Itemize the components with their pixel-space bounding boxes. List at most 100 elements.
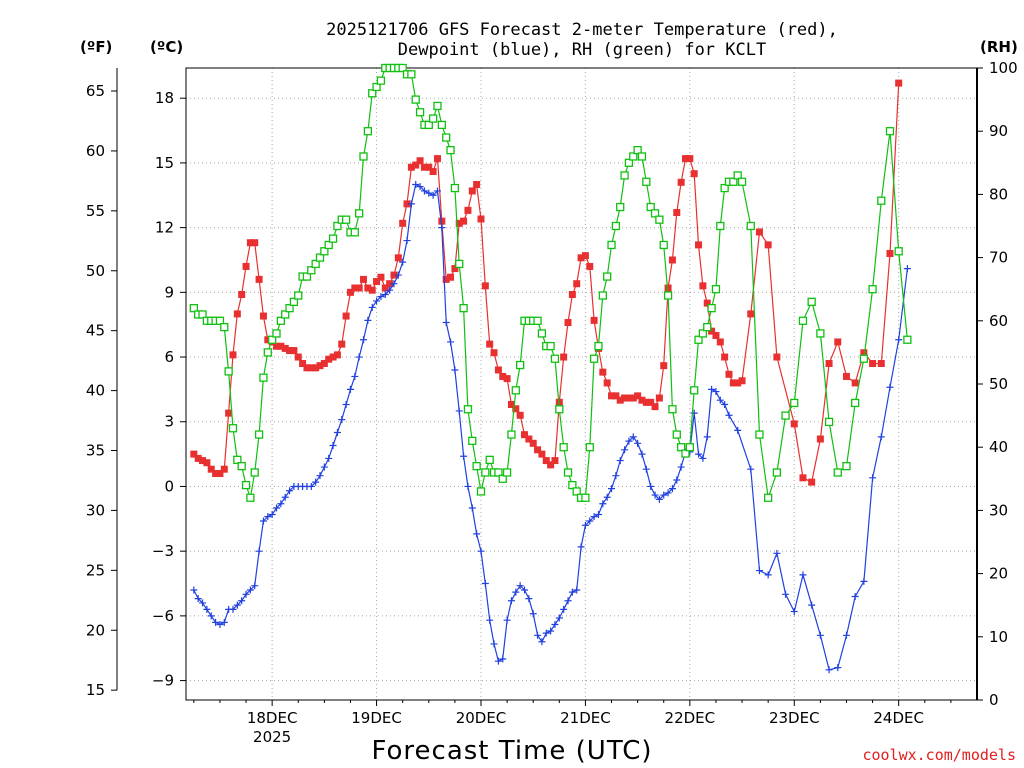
- rh-point: [629, 152, 638, 161]
- dewpoint-point: [316, 472, 324, 480]
- temperature-point: [560, 353, 568, 361]
- dewpoint-point: [420, 187, 428, 195]
- temperature-point: [416, 157, 424, 165]
- dewpoint-point: [464, 482, 472, 490]
- dewpoint-point: [612, 472, 620, 480]
- dewpoint-point: [233, 601, 241, 609]
- temperature-point: [364, 284, 372, 292]
- temperature-point: [734, 379, 742, 387]
- rh-point: [215, 316, 225, 325]
- temperature-point: [381, 284, 389, 292]
- rh-point: [559, 443, 568, 452]
- dewpoint-point: [534, 631, 542, 639]
- dewpoint-point: [433, 187, 441, 195]
- rh-point: [341, 215, 351, 224]
- rh-point: [816, 329, 825, 338]
- dewpoint-point: [338, 416, 346, 424]
- temperature-point: [773, 353, 781, 361]
- rh-point: [877, 196, 886, 205]
- dewpoint-point: [507, 597, 515, 605]
- temperature-point: [516, 411, 524, 419]
- rh-point: [620, 171, 629, 180]
- rh-point: [842, 462, 851, 471]
- temperature-point: [220, 465, 228, 473]
- dewpoint-point: [238, 597, 246, 605]
- dewpoint-point: [255, 547, 263, 555]
- rh-tick-label: 30: [989, 501, 1008, 519]
- rh-point: [772, 468, 782, 477]
- rh-point: [568, 480, 577, 490]
- rh-point: [737, 177, 747, 186]
- rh-point: [463, 405, 473, 414]
- dewpoint-point: [860, 577, 868, 585]
- temperature-point: [242, 262, 250, 270]
- dewpoint-point: [886, 383, 894, 391]
- rh-point: [607, 240, 616, 250]
- dewpoint-point: [755, 567, 763, 575]
- temperature-point: [312, 364, 320, 372]
- rh-point: [690, 386, 699, 395]
- dewpoint-point: [716, 396, 724, 404]
- rh-point: [320, 247, 329, 256]
- rh-point: [485, 455, 494, 464]
- fahrenheit-unit-label: (ºF): [80, 38, 112, 56]
- chart-title-line-2: Dewpoint (blue), RH (green) for KCLT: [398, 40, 766, 60]
- rh-point: [289, 297, 299, 306]
- dewpoint-point: [808, 601, 816, 609]
- rh-point: [516, 360, 525, 370]
- temperature-point: [664, 284, 672, 292]
- dewpoint-point: [216, 621, 224, 629]
- rh-point: [494, 468, 503, 477]
- dewpoint-point: [782, 590, 790, 598]
- rh-point: [894, 247, 903, 256]
- rh-point: [663, 291, 673, 300]
- temperature-point: [612, 392, 620, 400]
- dewpoint-point: [451, 366, 459, 374]
- temperature-point: [377, 273, 385, 281]
- dewpoint-point: [416, 183, 424, 191]
- rh-point: [481, 468, 490, 477]
- temperature-point: [686, 155, 694, 163]
- temperature-point: [303, 364, 311, 372]
- rh-point: [359, 152, 368, 161]
- temperature-point: [412, 161, 420, 169]
- series-line: [193, 183, 908, 671]
- dewpoint-point: [346, 385, 354, 393]
- temperature-point: [534, 446, 542, 454]
- rh-tick-label: 0: [989, 691, 999, 709]
- temperature-point: [490, 349, 498, 357]
- rh-point: [246, 493, 255, 502]
- temperature-point: [460, 217, 468, 225]
- rh-point: [733, 171, 742, 180]
- temperature-point: [333, 351, 341, 359]
- rh-point: [550, 354, 560, 363]
- dewpoint-point: [477, 547, 485, 555]
- dewpoint-point: [377, 293, 385, 301]
- temperature-point: [486, 340, 494, 348]
- temperature-point: [703, 299, 711, 307]
- temperature-point: [568, 290, 576, 298]
- fahrenheit-tick-label: 45: [86, 322, 105, 340]
- temperature-point: [342, 312, 350, 320]
- dewpoint-point: [490, 640, 498, 648]
- dewpoint-point: [281, 493, 289, 501]
- dewpoint-point: [599, 500, 607, 508]
- rh-point: [903, 335, 912, 344]
- temperature-point: [481, 282, 489, 290]
- dewpoint-point: [647, 482, 655, 490]
- series-dewpoint: [190, 180, 911, 674]
- rh-point: [267, 335, 277, 344]
- rh-point: [633, 146, 642, 155]
- rh-point: [237, 462, 246, 471]
- temperature-point: [386, 280, 394, 288]
- dewpoint-point: [412, 180, 420, 188]
- dewpoint-point: [203, 605, 211, 613]
- dewpoint-point: [473, 530, 481, 538]
- temperature-point: [246, 239, 254, 247]
- rh-point: [228, 424, 238, 433]
- dewpoint-point: [460, 452, 468, 460]
- rh-point: [581, 493, 590, 502]
- temperature-point: [668, 256, 676, 264]
- dewpoint-point: [555, 614, 563, 622]
- temperature-point: [229, 351, 237, 359]
